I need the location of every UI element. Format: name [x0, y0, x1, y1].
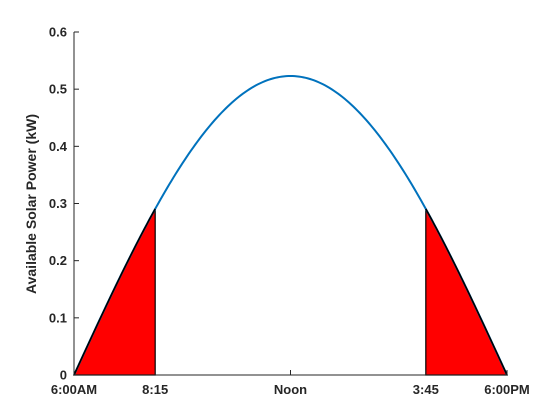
series-lines: [73, 75, 508, 376]
y-tick-label: 0: [60, 368, 67, 383]
y-axis-label: Available Solar Power (kW): [23, 114, 39, 294]
axes: [73, 31, 508, 376]
shaded-region-edge-2: [425, 208, 508, 376]
y-tick-label: 0.3: [49, 196, 67, 211]
y-tick-label: 0.4: [49, 139, 68, 154]
y-tick-label: 0.2: [49, 253, 67, 268]
x-tick-labels: 6:00AM 8:15 Noon 3:45 6:00PM: [51, 382, 530, 397]
x-tick-label: 8:15: [142, 382, 168, 397]
shaded-region-edge-1: [73, 208, 156, 376]
y-tick-labels: 0 0.1 0.2 0.3 0.4 0.5 0.6: [49, 25, 68, 383]
y-tick-label: 0.6: [49, 25, 67, 40]
y-tick-label: 0.5: [49, 82, 67, 97]
x-tick-label: 3:45: [413, 382, 439, 397]
x-tick-label: 6:00AM: [51, 382, 97, 397]
x-tick-label: 6:00PM: [484, 382, 530, 397]
y-tick-label: 0.1: [49, 310, 67, 325]
x-tick-label: Noon: [274, 382, 307, 397]
shaded-regions: [73, 206, 508, 376]
